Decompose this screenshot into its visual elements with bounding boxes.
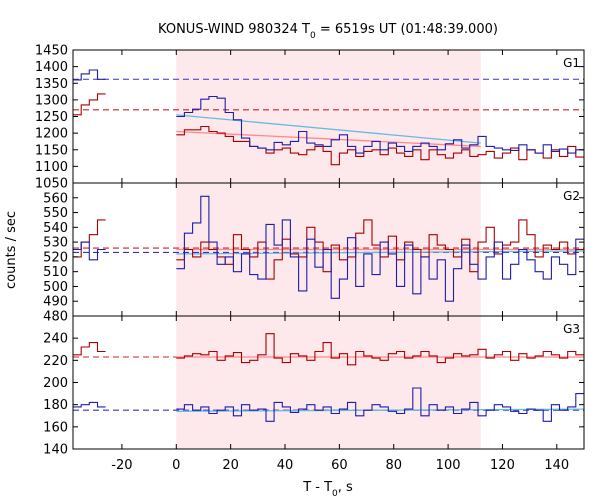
x-tick-label: 0 bbox=[172, 458, 180, 473]
series-blue-pre bbox=[73, 69, 106, 81]
y-tick-label: 510 bbox=[43, 265, 68, 280]
x-tick-label: 40 bbox=[277, 458, 294, 473]
y-tick-label: 1400 bbox=[35, 60, 68, 75]
fit-line-blue bbox=[176, 408, 584, 412]
chart-title: KONUS-WIND 980324 T0 = 6519s UT (01:48:3… bbox=[158, 22, 498, 41]
panel-g2 bbox=[73, 195, 584, 302]
panel-frame bbox=[72, 315, 585, 450]
y-tick-label: 550 bbox=[43, 206, 68, 221]
series-blue-post bbox=[176, 95, 584, 154]
fit-line-blue bbox=[176, 114, 481, 144]
y-tick-label: 200 bbox=[43, 376, 68, 391]
x-tick-label: 140 bbox=[544, 458, 569, 473]
fit-line-red bbox=[176, 130, 481, 148]
frame-layer: 105011001150120012501300135014001450G148… bbox=[35, 44, 585, 473]
x-axis-label: T - T0, s bbox=[302, 480, 353, 499]
y-tick-label: 1150 bbox=[35, 143, 68, 158]
panels-layer bbox=[73, 69, 584, 422]
series-blue-post bbox=[176, 387, 584, 422]
series-blue-pre bbox=[73, 241, 106, 261]
x-tick-label: 80 bbox=[385, 458, 402, 473]
y-tick-label: 530 bbox=[43, 236, 68, 251]
y-tick-label: 1100 bbox=[35, 160, 68, 175]
y-tick-label: 540 bbox=[43, 221, 68, 236]
y-tick-label: 160 bbox=[43, 420, 68, 435]
y-tick-label: 520 bbox=[43, 250, 68, 265]
y-tick-label: 490 bbox=[43, 295, 68, 310]
series-red-pre bbox=[73, 219, 106, 258]
y-tick-label: 1450 bbox=[35, 44, 68, 59]
series-blue-pre bbox=[73, 401, 106, 408]
panel-label: G2 bbox=[563, 189, 580, 203]
y-tick-label: 560 bbox=[43, 191, 68, 206]
y-tick-label: 500 bbox=[43, 280, 68, 295]
x-tick-label: 60 bbox=[331, 458, 348, 473]
y-tick-label: 480 bbox=[43, 310, 68, 325]
panel-label: G3 bbox=[563, 322, 580, 336]
y-tick-label: 240 bbox=[43, 332, 68, 347]
series-red-post bbox=[176, 333, 584, 366]
x-tick-label: 20 bbox=[222, 458, 239, 473]
series-blue-post bbox=[176, 195, 584, 302]
y-tick-label: 1350 bbox=[35, 77, 68, 92]
series-red-pre bbox=[73, 93, 106, 116]
y-tick-label: 1200 bbox=[35, 127, 68, 142]
y-tick-label: 220 bbox=[43, 354, 68, 369]
series-red-pre bbox=[73, 342, 106, 356]
x-tick-label: 100 bbox=[436, 458, 461, 473]
panel-g3 bbox=[73, 333, 584, 422]
y-tick-label: 1300 bbox=[35, 93, 68, 108]
x-tick-label: -20 bbox=[111, 458, 132, 473]
y-tick-label: 1050 bbox=[35, 177, 68, 192]
panel-label: G1 bbox=[563, 56, 580, 70]
y-axis-label: counts / sec bbox=[4, 211, 19, 289]
x-tick-label: 120 bbox=[490, 458, 515, 473]
y-tick-label: 180 bbox=[43, 398, 68, 413]
y-tick-label: 140 bbox=[43, 443, 68, 458]
y-tick-label: 1250 bbox=[35, 110, 68, 125]
panel-g1 bbox=[73, 69, 584, 166]
